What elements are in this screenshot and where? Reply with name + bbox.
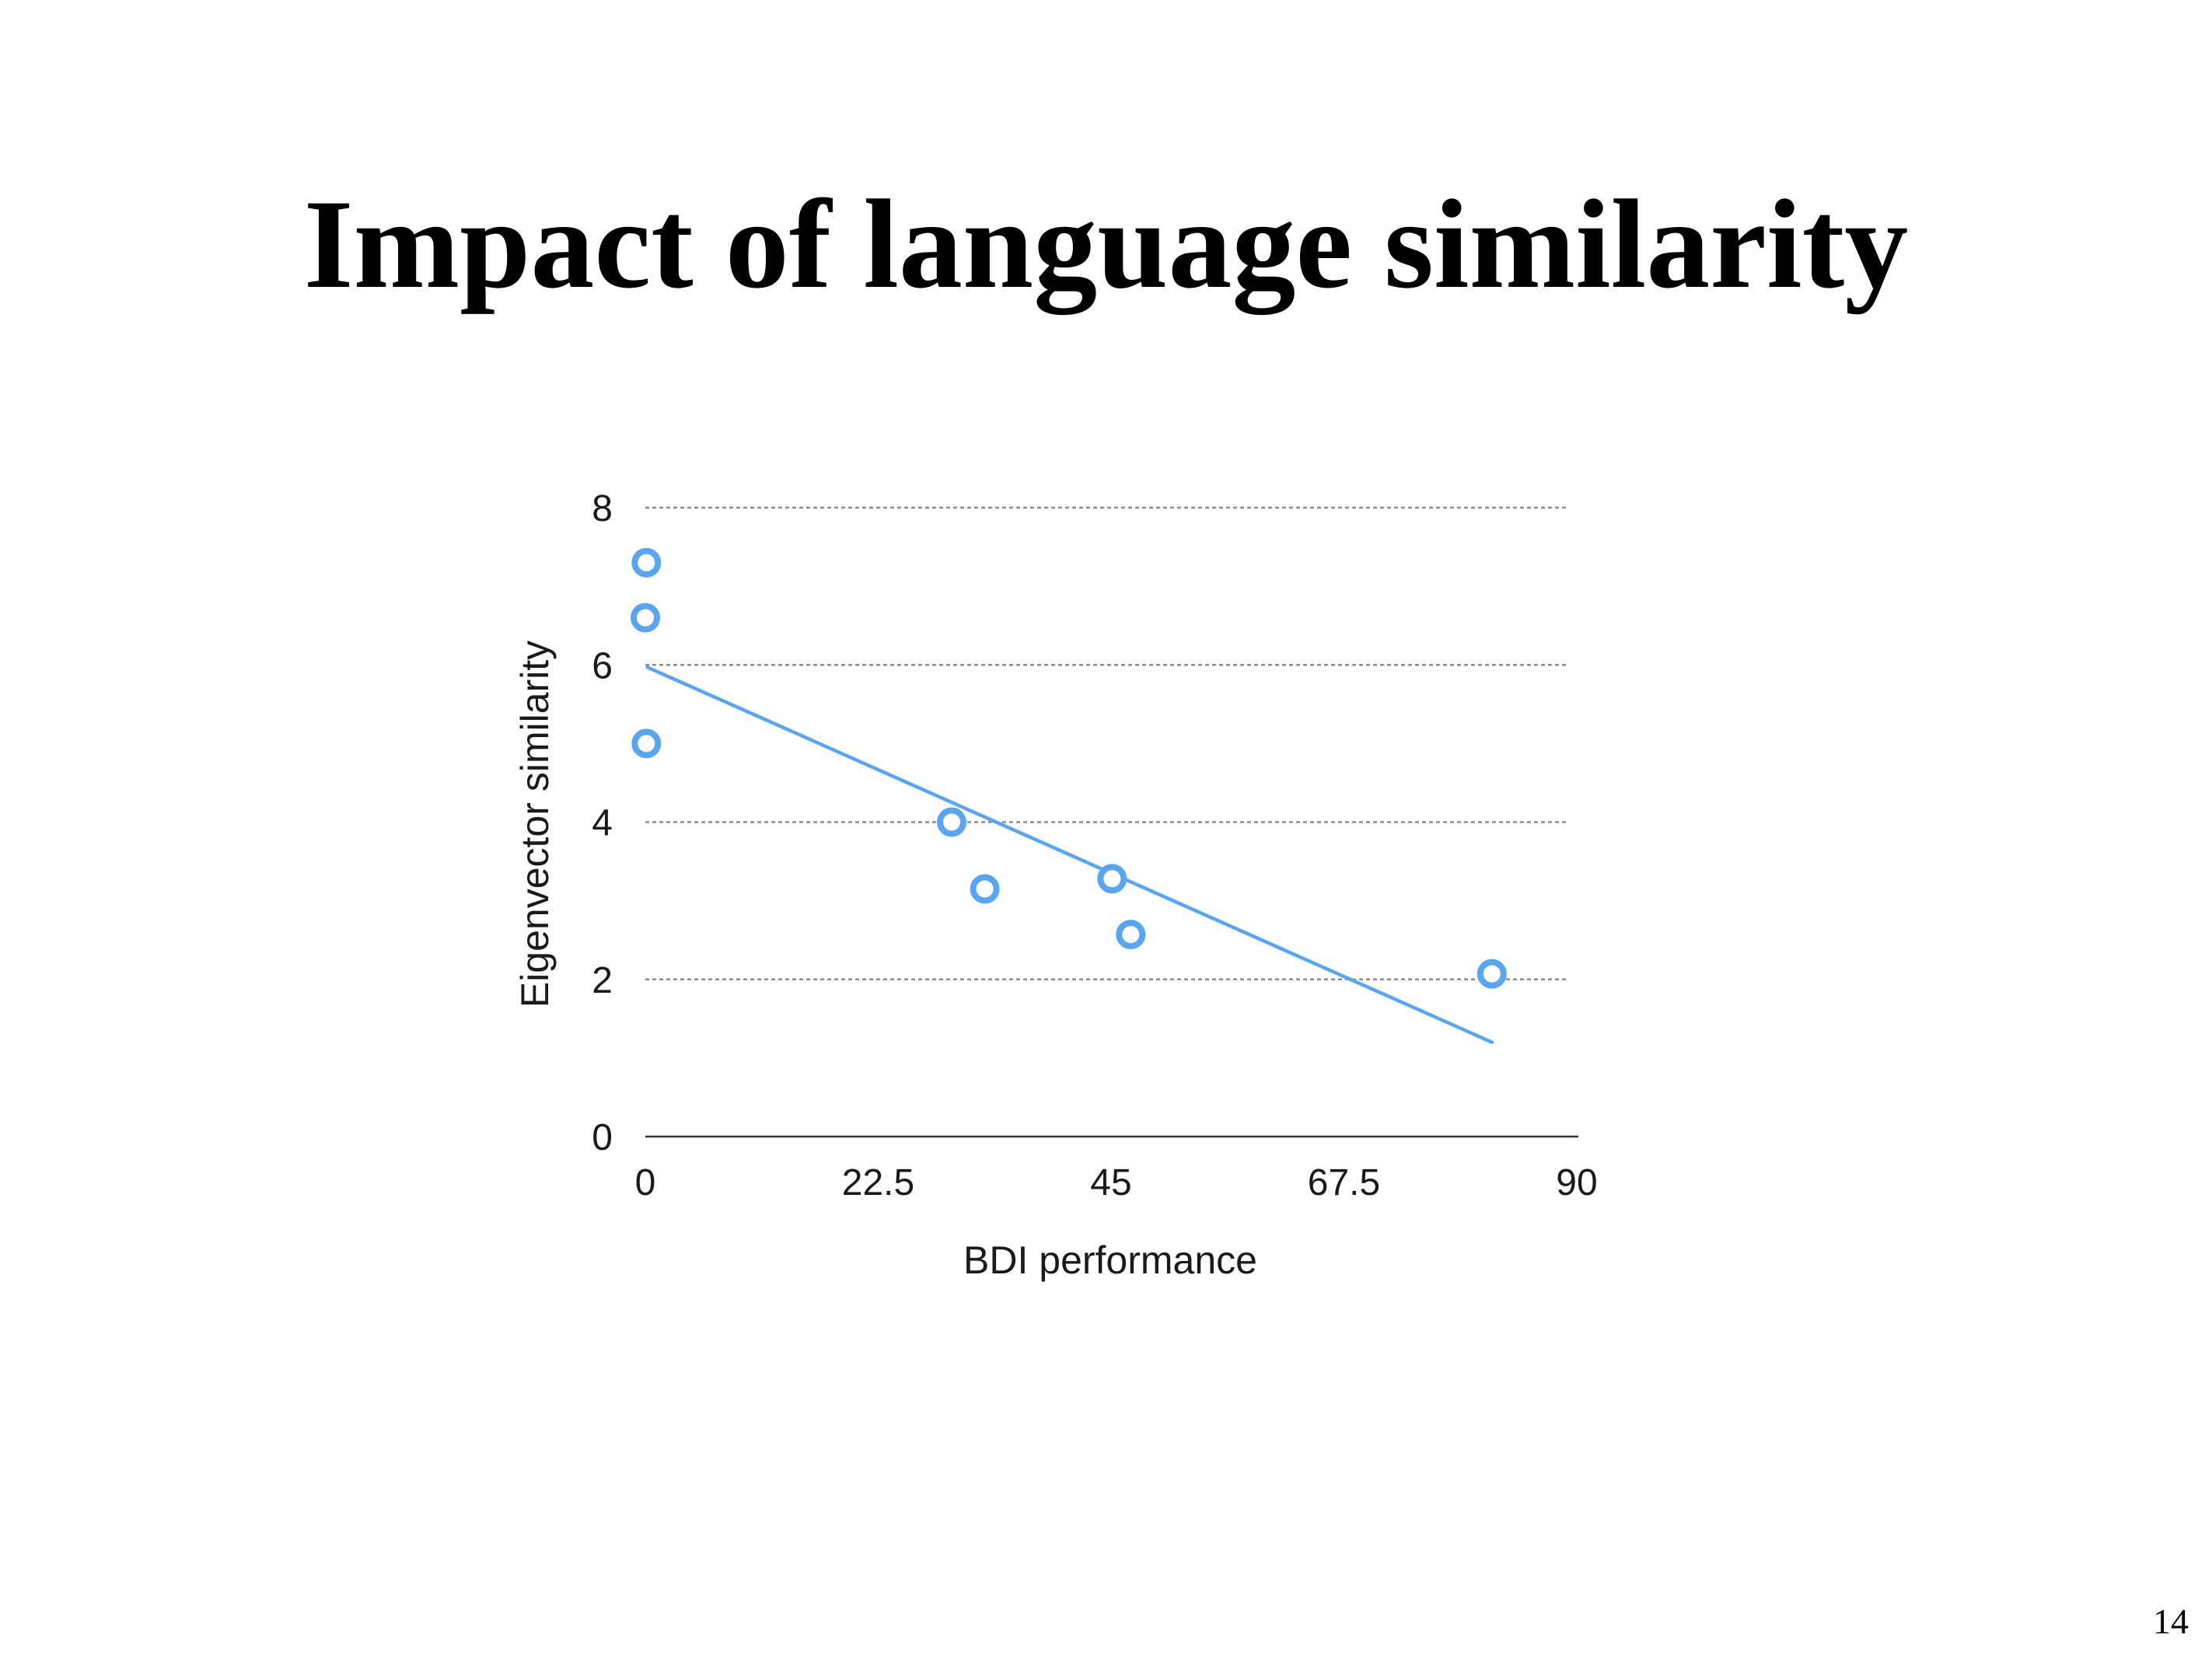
y-tick-label: 0 [592,1117,613,1158]
y-tick-label: 2 [592,960,613,1001]
data-point [1476,959,1507,989]
slide-title: Impact of language similarity [303,174,1909,315]
trendline-group [645,665,1494,1044]
x-axis-title: BDI performance [963,1238,1257,1282]
y-axis-title: Eigenvector similarity [513,641,557,1008]
data-point [1097,864,1127,894]
x-tick-label: 22.5 [842,1162,914,1203]
x-tick-label: 67.5 [1308,1162,1380,1203]
y-tick-label: 8 [592,488,613,529]
data-point [970,874,1000,904]
axis-labels: BDI performance Eigenvector similarity 0… [513,488,1598,1282]
data-points [631,547,1507,989]
data-point [631,547,662,578]
page-number: 14 [2153,1601,2189,1641]
data-point [631,602,660,633]
y-tick-label: 6 [592,645,613,686]
x-tick-label: 90 [1556,1162,1597,1203]
grid-lines [645,506,1569,980]
data-point [1116,920,1146,950]
x-tick-label: 0 [635,1162,656,1203]
y-tick-label: 4 [592,803,613,844]
trendline [645,665,1494,1044]
x-tick-label: 45 [1090,1162,1131,1203]
data-point [631,728,662,759]
data-point [937,807,967,837]
